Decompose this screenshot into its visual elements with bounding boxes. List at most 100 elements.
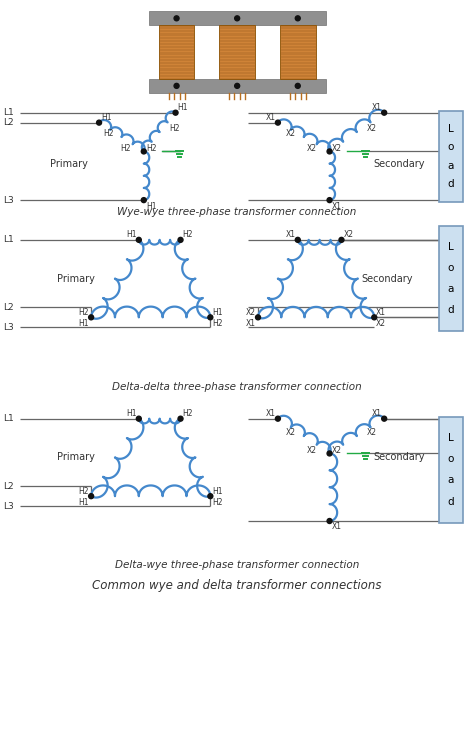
Text: H1: H1 — [212, 308, 223, 317]
Text: X1: X1 — [246, 319, 256, 328]
Circle shape — [173, 110, 178, 115]
Text: o: o — [447, 263, 454, 273]
Circle shape — [141, 149, 146, 154]
Bar — [149, 79, 326, 93]
Text: Wye-wye three-phase transformer connection: Wye-wye three-phase transformer connecti… — [118, 207, 357, 217]
Text: H1: H1 — [79, 497, 89, 507]
Bar — [439, 111, 463, 202]
Text: H2: H2 — [79, 308, 89, 317]
Text: Delta-delta three-phase transformer connection: Delta-delta three-phase transformer conn… — [112, 382, 362, 392]
Text: a: a — [447, 160, 454, 171]
Bar — [280, 25, 316, 79]
Bar — [439, 417, 463, 523]
Circle shape — [178, 416, 183, 421]
Circle shape — [208, 315, 213, 320]
Circle shape — [235, 16, 240, 21]
Circle shape — [295, 16, 300, 21]
Circle shape — [89, 315, 93, 320]
Text: d: d — [447, 179, 454, 189]
Text: H2: H2 — [182, 409, 193, 418]
Text: H1: H1 — [127, 231, 137, 239]
Text: H2: H2 — [212, 319, 223, 328]
Text: X2: X2 — [331, 446, 342, 455]
Text: X2: X2 — [367, 123, 377, 132]
Bar — [159, 25, 194, 79]
Text: X2: X2 — [307, 144, 317, 153]
Text: X2: X2 — [376, 319, 386, 328]
Circle shape — [141, 197, 146, 202]
Text: L2: L2 — [3, 482, 14, 491]
Circle shape — [178, 237, 183, 242]
Text: L: L — [448, 433, 454, 443]
Text: L2: L2 — [3, 303, 14, 312]
Text: H1: H1 — [101, 113, 111, 122]
Text: d: d — [447, 305, 454, 316]
Circle shape — [137, 237, 141, 242]
Circle shape — [255, 315, 261, 320]
Text: L3: L3 — [3, 196, 14, 205]
Text: H1: H1 — [79, 319, 89, 328]
Circle shape — [327, 149, 332, 154]
Text: X1: X1 — [331, 522, 342, 531]
Text: H1: H1 — [146, 202, 156, 211]
Text: Secondary: Secondary — [374, 160, 425, 169]
Circle shape — [339, 237, 344, 242]
Text: X1: X1 — [376, 308, 386, 317]
Circle shape — [372, 315, 377, 320]
Text: Primary: Primary — [57, 273, 95, 284]
Text: Secondary: Secondary — [361, 273, 413, 284]
Text: a: a — [447, 475, 454, 486]
Bar — [135, 7, 339, 97]
Text: X1: X1 — [266, 113, 276, 122]
Text: H2: H2 — [120, 144, 131, 153]
Text: L2: L2 — [3, 118, 14, 127]
Circle shape — [295, 237, 300, 242]
Text: X2: X2 — [344, 231, 354, 239]
Text: L3: L3 — [3, 323, 14, 332]
Text: X1: X1 — [372, 103, 382, 112]
Text: H2: H2 — [103, 129, 113, 137]
Circle shape — [327, 197, 332, 202]
Text: d: d — [447, 497, 454, 507]
Text: L3: L3 — [3, 502, 14, 511]
Circle shape — [208, 494, 213, 499]
Text: Delta-wye three-phase transformer connection: Delta-wye three-phase transformer connec… — [115, 559, 359, 570]
Text: H1: H1 — [127, 409, 137, 418]
Circle shape — [382, 110, 387, 115]
Circle shape — [327, 451, 332, 456]
Text: X1: X1 — [266, 409, 276, 418]
Text: X2: X2 — [246, 308, 256, 317]
Circle shape — [275, 120, 281, 125]
Text: H2: H2 — [170, 123, 180, 132]
Text: X2: X2 — [367, 428, 377, 437]
Text: H1: H1 — [212, 487, 223, 496]
Text: X2: X2 — [286, 428, 296, 437]
Text: L1: L1 — [3, 414, 14, 423]
Circle shape — [235, 84, 240, 89]
Text: H2: H2 — [146, 144, 156, 153]
Circle shape — [174, 16, 179, 21]
Text: H2: H2 — [212, 497, 223, 507]
Circle shape — [89, 494, 93, 499]
Text: H2: H2 — [79, 487, 89, 496]
Text: X2: X2 — [307, 446, 317, 455]
Text: L: L — [448, 242, 454, 252]
Circle shape — [275, 416, 281, 421]
Text: X1: X1 — [286, 231, 296, 239]
Text: X1: X1 — [372, 409, 382, 418]
Text: X1: X1 — [331, 202, 342, 211]
Text: L: L — [448, 124, 454, 134]
Text: L1: L1 — [3, 235, 14, 245]
Text: L1: L1 — [3, 108, 14, 118]
Text: Common wye and delta transformer connections: Common wye and delta transformer connect… — [92, 579, 382, 592]
Bar — [219, 25, 255, 79]
Text: X2: X2 — [286, 129, 296, 137]
Text: H2: H2 — [182, 231, 193, 239]
Text: Secondary: Secondary — [374, 452, 425, 463]
Circle shape — [295, 84, 300, 89]
Text: o: o — [447, 454, 454, 464]
Text: H1: H1 — [178, 103, 188, 112]
Circle shape — [327, 519, 332, 523]
Circle shape — [97, 120, 101, 125]
Text: X2: X2 — [331, 144, 342, 153]
